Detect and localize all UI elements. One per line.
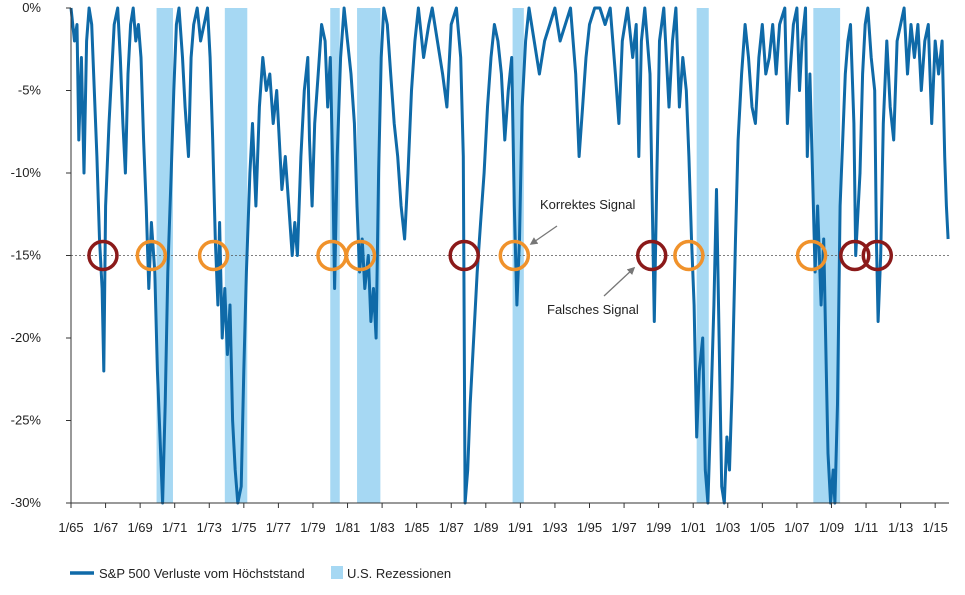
korrektes-signal-circle [498, 239, 531, 272]
x-tick-label: 1/71 [162, 520, 187, 535]
annotation-falsches-signal: Falsches Signal [547, 302, 639, 317]
korrektes-signal-circle [135, 239, 168, 272]
axes: 0% -5% -10% -15% -20% -25% -30% 1/65 1/67 1/69 1/7… [11, 0, 949, 535]
legend-label-recessions: U.S. Rezessionen [347, 566, 451, 581]
korrektes-signal-circle [673, 239, 705, 272]
x-tick-label: 1/67 [93, 520, 118, 535]
legend-label-sp500: S&P 500 Verluste vom Höchststand [99, 566, 305, 581]
y-tick-label: -15% [11, 248, 42, 263]
x-tick-label: 1/95 [577, 520, 602, 535]
x-tick-label: 1/15 [923, 520, 948, 535]
annotation-korrektes-signal: Korrektes Signal [540, 197, 635, 212]
x-tick-label: 1/75 [231, 520, 256, 535]
y-tick-label: -5% [18, 83, 42, 98]
x-tick-label: 1/01 [681, 520, 706, 535]
x-tick-label: 1/13 [888, 520, 913, 535]
annotation-arrow-falsches [603, 266, 636, 297]
y-tick-label: -20% [11, 330, 42, 345]
x-tick-label: 1/99 [646, 520, 671, 535]
legend-box-swatch [331, 566, 343, 579]
falsches-signal-circle [448, 239, 480, 272]
x-tick-label: 1/91 [508, 520, 533, 535]
x-tick-label: 1/05 [750, 520, 775, 535]
x-tick-label: 1/65 [58, 520, 83, 535]
series-layer [69, 6, 950, 505]
falsches-signal-circle [861, 239, 894, 272]
falsches-signal-circle [635, 239, 668, 272]
signal-circles [87, 239, 894, 272]
falsches-signal-circle [87, 239, 119, 272]
x-tick-label: 1/07 [784, 520, 809, 535]
x-tick-label: 1/69 [127, 520, 152, 535]
korrektes-signal-circle [197, 239, 230, 272]
x-tick-label: 1/81 [335, 520, 360, 535]
y-tick-label: -25% [11, 413, 42, 428]
falsches-signal-circle [839, 239, 871, 272]
drawdown-series-line [69, 6, 950, 505]
x-tick-label: 1/83 [369, 520, 394, 535]
annotations: Korrektes Signal Falsches Signal [529, 197, 639, 317]
x-tick-label: 1/89 [473, 520, 498, 535]
korrektes-signal-circle [344, 239, 377, 272]
x-tick-label: 1/09 [819, 520, 844, 535]
korrektes-signal-circle [795, 239, 828, 272]
y-tick-label: -10% [11, 165, 42, 180]
x-tick-label: 1/77 [266, 520, 291, 535]
x-tick-label: 1/11 [854, 520, 878, 535]
x-tick-label: 1/97 [611, 520, 636, 535]
annotation-arrow-korrektes [529, 225, 558, 245]
x-tick-label: 1/73 [197, 520, 222, 535]
y-tick-label: -30% [11, 495, 42, 510]
x-tick-label: 1/79 [300, 520, 325, 535]
x-tick-label: 1/03 [715, 520, 740, 535]
y-tick-label: 0% [22, 0, 41, 15]
x-tick-label: 1/85 [404, 520, 429, 535]
legend: S&P 500 Verluste vom Höchststand U.S. Rez… [70, 566, 451, 581]
x-tick-label: 1/87 [439, 520, 464, 535]
x-tick-label: 1/93 [542, 520, 567, 535]
